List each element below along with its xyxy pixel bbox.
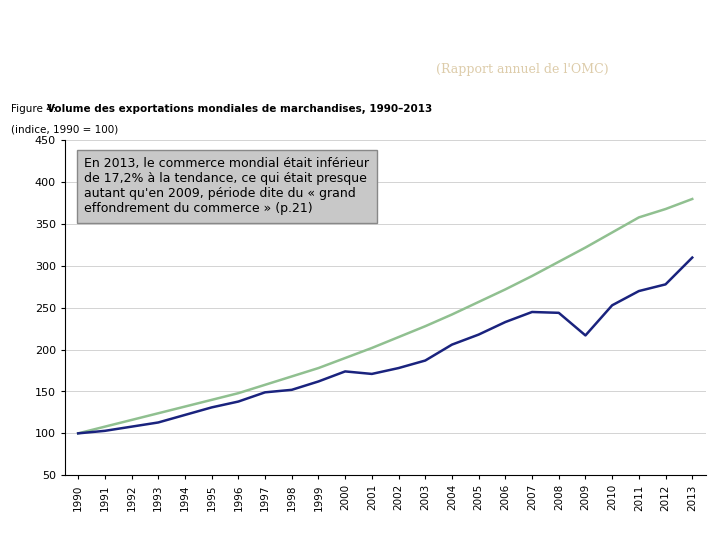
Volume des exportations — [261, 389, 269, 396]
Volume des exportations — [341, 368, 349, 375]
Évolution (1990-2008) — [287, 373, 296, 380]
Volume des exportations — [421, 357, 430, 364]
Volume des exportations — [634, 288, 643, 294]
Volume des exportations — [314, 378, 323, 384]
Volume des exportations — [74, 430, 83, 436]
Text: (indice, 1990 = 100): (indice, 1990 = 100) — [11, 125, 118, 134]
Évolution (1990-2008) — [421, 323, 430, 329]
Évolution (1990-2008) — [474, 299, 483, 305]
Volume des exportations — [181, 411, 189, 418]
Volume des exportations — [234, 399, 243, 405]
Évolution (1990-2008) — [608, 229, 616, 235]
Évolution (1990-2008) — [554, 259, 563, 265]
Text: Figure 4:: Figure 4: — [11, 104, 60, 113]
Évolution (1990-2008) — [127, 417, 136, 423]
Volume des exportations — [528, 309, 536, 315]
Évolution (1990-2008) — [154, 410, 163, 416]
Évolution (1990-2008) — [581, 244, 590, 251]
Volume des exportations — [554, 309, 563, 316]
Text: Le ralentissement du commerce mondial à partir de 2009 : phénomène: Le ralentissement du commerce mondial à … — [70, 20, 650, 38]
Text: En 2013, le commerce mondial était inférieur
de 17,2% à la tendance, ce qui étai: En 2013, le commerce mondial était infér… — [84, 157, 369, 215]
Évolution (1990-2008) — [448, 311, 456, 318]
Évolution (1990-2008) — [688, 195, 696, 202]
Line: Volume des exportations: Volume des exportations — [78, 258, 692, 433]
Volume des exportations — [395, 365, 403, 372]
Volume des exportations — [688, 254, 696, 261]
Volume des exportations — [207, 404, 216, 410]
Volume des exportations — [101, 428, 109, 434]
Évolution (1990-2008) — [395, 334, 403, 340]
Volume des exportations — [127, 423, 136, 430]
Évolution (1990-2008) — [367, 345, 376, 351]
Text: (Rapport annuel de l'OMC): (Rapport annuel de l'OMC) — [431, 64, 608, 77]
Évolution (1990-2008) — [74, 430, 83, 436]
Volume des exportations — [367, 370, 376, 377]
Text: cyclique, décrochage ou rupture de tendance ?: cyclique, décrochage ou rupture de tenda… — [185, 63, 535, 77]
Évolution (1990-2008) — [101, 423, 109, 430]
Volume des exportations — [608, 302, 616, 308]
Évolution (1990-2008) — [341, 355, 349, 361]
Évolution (1990-2008) — [314, 365, 323, 372]
Line: Évolution (1990-2008): Évolution (1990-2008) — [78, 199, 692, 433]
Évolution (1990-2008) — [207, 396, 216, 403]
Volume des exportations — [154, 419, 163, 426]
Text: Volume des exportations mondiales de marchandises, 1990–2013: Volume des exportations mondiales de mar… — [47, 104, 432, 113]
Volume des exportations — [581, 332, 590, 339]
Évolution (1990-2008) — [181, 403, 189, 410]
Évolution (1990-2008) — [234, 390, 243, 396]
Volume des exportations — [501, 319, 510, 325]
Volume des exportations — [474, 332, 483, 338]
Évolution (1990-2008) — [661, 206, 670, 212]
Évolution (1990-2008) — [528, 273, 536, 279]
Évolution (1990-2008) — [634, 214, 643, 221]
Évolution (1990-2008) — [501, 286, 510, 293]
Volume des exportations — [661, 281, 670, 288]
Volume des exportations — [448, 341, 456, 348]
Volume des exportations — [287, 387, 296, 393]
Évolution (1990-2008) — [261, 382, 269, 388]
